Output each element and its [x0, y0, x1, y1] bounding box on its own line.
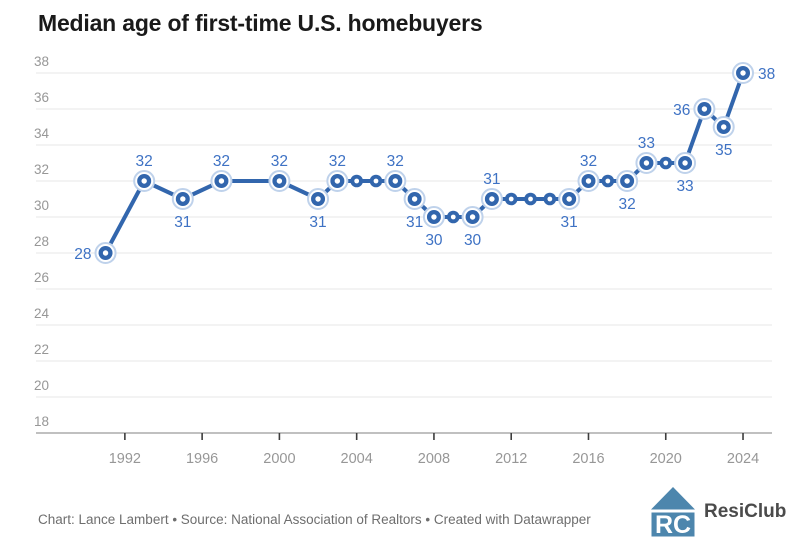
data-point-hole-2006 — [392, 178, 399, 184]
logo-monogram: RC — [655, 511, 691, 538]
data-label-1997: 32 — [213, 153, 230, 170]
x-axis-label-2016: 2016 — [572, 451, 604, 467]
data-label-2003: 32 — [329, 153, 346, 170]
data-point-hole-2019 — [643, 160, 650, 166]
y-axis-label-20: 20 — [34, 378, 49, 393]
data-label-2007: 31 — [406, 214, 423, 231]
data-label-2021: 33 — [676, 178, 693, 195]
x-axis-label-2000: 2000 — [263, 451, 295, 467]
data-point-hole-2017 — [605, 178, 611, 184]
data-label-2023: 35 — [715, 142, 732, 159]
x-axis-label-1992: 1992 — [109, 451, 141, 467]
data-label-2011: 31 — [483, 171, 500, 188]
x-axis-label-2008: 2008 — [418, 451, 450, 467]
x-axis-label-1996: 1996 — [186, 451, 218, 467]
y-axis-label-30: 30 — [34, 198, 49, 213]
data-point-hole-1993 — [141, 178, 147, 184]
y-axis-label-26: 26 — [34, 270, 49, 285]
y-axis-label-34: 34 — [34, 126, 50, 141]
data-label-2008: 30 — [425, 232, 443, 249]
data-point-hole-2008 — [431, 214, 437, 220]
data-point-hole-1997 — [218, 178, 225, 184]
house-roof — [651, 487, 695, 510]
data-point-hole-2020 — [663, 160, 669, 166]
y-axis-label-18: 18 — [34, 414, 49, 429]
house-body — [651, 512, 695, 537]
data-point-hole-1991 — [102, 250, 109, 256]
data-label-2018: 32 — [618, 196, 635, 213]
data-point-hole-2018 — [624, 178, 630, 184]
data-point-hole-2010 — [469, 214, 476, 220]
line-chart-svg: 18 20 22 24 26 28 30 32 34 36 38 1992 1996 2000 2004 20… — [34, 54, 775, 467]
data-label-1993: 32 — [136, 153, 153, 170]
data-point-hole-2003 — [334, 178, 341, 184]
data-point-hole-2000 — [276, 178, 283, 184]
data-point-hole-1995 — [180, 196, 186, 202]
resiclub-house-icon: RC — [651, 487, 695, 538]
data-point-hole-2023 — [721, 124, 727, 130]
data-label-2015: 31 — [561, 214, 578, 231]
x-axis-label-2012: 2012 — [495, 451, 527, 467]
data-point-hole-2005 — [373, 178, 379, 184]
data-label-2010: 30 — [464, 232, 482, 249]
data-label-1995: 31 — [174, 214, 191, 231]
data-point-hole-2004 — [354, 178, 360, 184]
y-axis-label-22: 22 — [34, 342, 49, 357]
data-point-hole-2022 — [701, 106, 708, 112]
page-title: Median age of first-time U.S. homebuyers — [38, 10, 483, 36]
data-point-hole-2002 — [315, 196, 321, 202]
x-axis-label-2024: 2024 — [727, 451, 759, 467]
data-label-1991: 28 — [74, 246, 91, 263]
y-axis-label-36: 36 — [34, 90, 49, 105]
data-label-2022: 36 — [673, 102, 690, 119]
data-label-2006: 32 — [387, 153, 404, 170]
data-label-2016: 32 — [580, 153, 597, 170]
footer-credit: Chart: Lance Lambert • Source: National … — [38, 512, 591, 527]
data-point-hole-2013 — [528, 196, 533, 202]
data-point-hole-2024 — [740, 70, 746, 76]
data-label-2000: 32 — [271, 153, 288, 170]
data-label-2024: 38 — [758, 66, 775, 83]
x-axis-label-2020: 2020 — [650, 451, 682, 467]
data-label-2019: 33 — [638, 135, 655, 152]
data-point-hole-2007 — [411, 196, 418, 202]
resiclub-logo: RC ResiClub — [650, 486, 786, 538]
data-point-hole-2012 — [508, 196, 514, 202]
data-point-hole-2014 — [547, 196, 553, 202]
data-label-2002: 31 — [309, 214, 326, 231]
y-axis-label-38: 38 — [34, 54, 49, 69]
data-point-hole-2011 — [489, 196, 495, 202]
logo-text: ResiClub — [704, 501, 787, 522]
data-point-hole-2016 — [585, 178, 592, 184]
data-point-hole-2021 — [682, 160, 688, 166]
data-point-hole-2015 — [566, 196, 572, 202]
y-axis-label-24: 24 — [34, 306, 50, 321]
y-axis-label-28: 28 — [34, 234, 49, 249]
x-axis-label-2004: 2004 — [341, 451, 373, 467]
y-axis-label-32: 32 — [34, 162, 49, 177]
data-point-hole-2009 — [450, 214, 456, 220]
